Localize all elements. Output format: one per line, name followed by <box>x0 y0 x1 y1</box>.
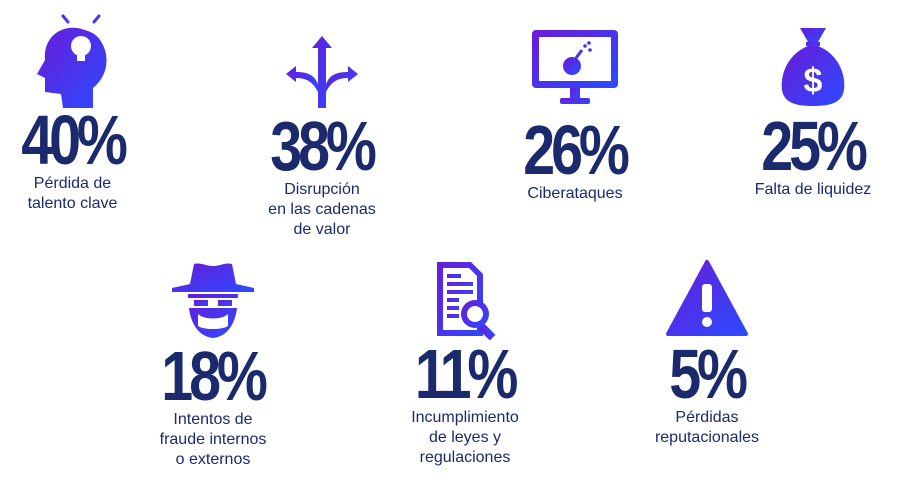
percent-value: 25% <box>761 107 869 185</box>
stat-liquidity: $ 25% Falta de liquidez <box>733 26 893 200</box>
head-lightbulb-icon <box>36 8 114 108</box>
money-bag-icon: $ <box>781 28 845 106</box>
stat-fraud-attempts: 18% Intentos de fraude internos o extern… <box>138 260 288 470</box>
document-magnifier-icon <box>437 262 496 340</box>
stat-label: Pérdida de talento clave <box>27 175 118 212</box>
diverging-arrows-icon <box>286 36 358 108</box>
stat-regulatory-noncompliance: 11% Incumplimiento de leyes y regulacion… <box>390 258 540 468</box>
stat-label: Falta de liquidez <box>754 181 872 198</box>
stat-label: Incumplimiento de leyes y regulaciones <box>411 409 519 466</box>
masked-bandit-icon <box>172 263 254 338</box>
percent-value: 18% <box>161 337 269 415</box>
stat-value-chain-disruption: 38% Disrupción en las cadenas de valor <box>252 32 392 240</box>
monitor-bomb-icon <box>532 30 618 104</box>
stat-label: Intentos de fraude internos o externos <box>159 411 267 468</box>
percent-value: 26% <box>523 111 631 189</box>
stat-reputational-loss: 5% Pérdidas reputacionales <box>632 258 782 448</box>
stat-label: Ciberataques <box>527 185 623 202</box>
svg-text:$: $ <box>804 62 823 100</box>
percent-value: 38% <box>270 107 378 185</box>
stat-cyberattacks: 26% Ciberataques <box>505 28 645 204</box>
percent-value: 40% <box>21 101 128 179</box>
percent-value: 11% <box>415 335 519 413</box>
stat-talent-loss: 40% Pérdida de talento clave <box>0 8 145 214</box>
warning-triangle-icon <box>666 260 748 336</box>
stat-label: Disrupción en las cadenas de valor <box>268 181 376 238</box>
percent-value: 5% <box>669 335 749 413</box>
stat-label: Pérdidas reputacionales <box>654 409 760 446</box>
